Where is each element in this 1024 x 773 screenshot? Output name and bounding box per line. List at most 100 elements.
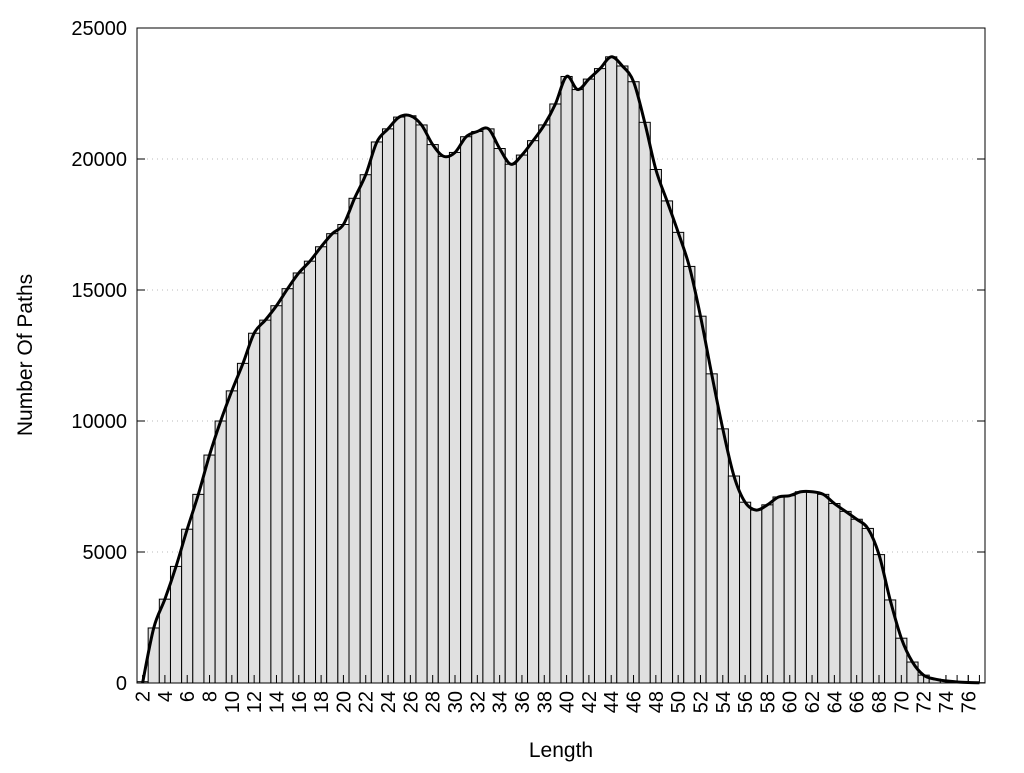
- x-tick-label: 52: [690, 691, 712, 713]
- bar: [472, 131, 483, 683]
- bar: [594, 69, 605, 683]
- x-tick-label: 46: [624, 691, 646, 713]
- bar: [483, 129, 494, 683]
- bar: [818, 494, 829, 683]
- x-tick-label: 74: [936, 691, 958, 713]
- x-tick-label: 20: [333, 691, 355, 713]
- bar: [829, 504, 840, 683]
- bar: [416, 125, 427, 683]
- bar: [327, 234, 338, 683]
- bar: [427, 145, 438, 683]
- y-tick-label: 25000: [71, 18, 127, 40]
- bar: [371, 142, 382, 683]
- bar: [349, 198, 360, 683]
- x-tick-label: 48: [646, 691, 668, 713]
- bar: [840, 511, 851, 683]
- bar: [338, 225, 349, 684]
- bar: [550, 104, 561, 683]
- x-tick-label: 50: [668, 691, 690, 713]
- bar: [762, 505, 773, 683]
- bar: [170, 566, 181, 683]
- bar: [382, 129, 393, 683]
- bar: [661, 201, 672, 683]
- x-tick-label: 14: [266, 691, 288, 713]
- bar: [461, 137, 472, 683]
- x-tick-label: 30: [445, 691, 467, 713]
- bar: [516, 155, 527, 683]
- bar: [293, 273, 304, 683]
- bar: [784, 496, 795, 683]
- bar: [773, 497, 784, 683]
- y-tick-label: 20000: [71, 149, 127, 171]
- bar: [717, 429, 728, 683]
- bar: [449, 152, 460, 683]
- bar: [851, 519, 862, 683]
- bar: [639, 122, 650, 683]
- x-tick-label: 44: [601, 691, 623, 713]
- x-tick-label: 32: [467, 691, 489, 713]
- x-tick-label: 72: [914, 691, 936, 713]
- bar: [528, 141, 539, 683]
- bar: [583, 79, 594, 683]
- bar: [673, 232, 684, 683]
- bar: [561, 76, 572, 683]
- bar: [795, 492, 806, 683]
- bar: [706, 374, 717, 683]
- bar: [316, 247, 327, 683]
- x-tick-label: 12: [244, 691, 266, 713]
- x-tick-label: 58: [757, 691, 779, 713]
- bar: [505, 164, 516, 683]
- x-tick-label: 34: [490, 691, 512, 713]
- x-tick-label: 68: [869, 691, 891, 713]
- bar: [148, 628, 159, 683]
- x-tick-label: 62: [802, 691, 824, 713]
- bar: [271, 306, 282, 683]
- bar: [617, 66, 628, 683]
- bar: [204, 455, 215, 683]
- bar: [684, 266, 695, 683]
- bar: [182, 529, 193, 683]
- bar: [740, 502, 751, 683]
- bar: [249, 333, 260, 683]
- x-tick-label: 28: [423, 691, 445, 713]
- x-tick-label: 66: [847, 691, 869, 713]
- x-tick-label: 64: [824, 691, 846, 713]
- bar: [405, 116, 416, 683]
- bar: [226, 391, 237, 683]
- x-tick-label: 42: [579, 691, 601, 713]
- bar: [260, 320, 271, 683]
- bars: [137, 57, 985, 683]
- bar: [237, 363, 248, 683]
- x-tick-label: 38: [534, 691, 556, 713]
- x-tick-label: 40: [557, 691, 579, 713]
- x-tick-label: 26: [400, 691, 422, 713]
- bar: [282, 289, 293, 683]
- bar: [304, 261, 315, 683]
- bar: [360, 175, 371, 683]
- x-tick-label: 36: [512, 691, 534, 713]
- y-tick-label: 0: [116, 673, 127, 695]
- bar: [539, 125, 550, 683]
- bar: [628, 82, 639, 683]
- bar: [806, 492, 817, 683]
- x-tick-label: 54: [713, 691, 735, 713]
- x-tick-label: 4: [155, 691, 177, 702]
- x-tick-label: 10: [222, 691, 244, 713]
- x-tick-label: 60: [780, 691, 802, 713]
- x-tick-label: 18: [311, 691, 333, 713]
- x-tick-label: 6: [177, 691, 199, 702]
- bar: [907, 662, 918, 683]
- x-tick-label: 70: [891, 691, 913, 713]
- x-tick-label: 56: [735, 691, 757, 713]
- bar: [650, 169, 661, 683]
- y-tick-label: 10000: [71, 411, 127, 433]
- bar: [394, 117, 405, 683]
- x-tick-label: 2: [133, 691, 155, 702]
- y-axis-label: Number Of Paths: [14, 274, 37, 436]
- bar: [215, 421, 226, 683]
- x-tick-label: 22: [356, 691, 378, 713]
- bar: [438, 156, 449, 683]
- bar: [695, 316, 706, 683]
- bar: [728, 476, 739, 683]
